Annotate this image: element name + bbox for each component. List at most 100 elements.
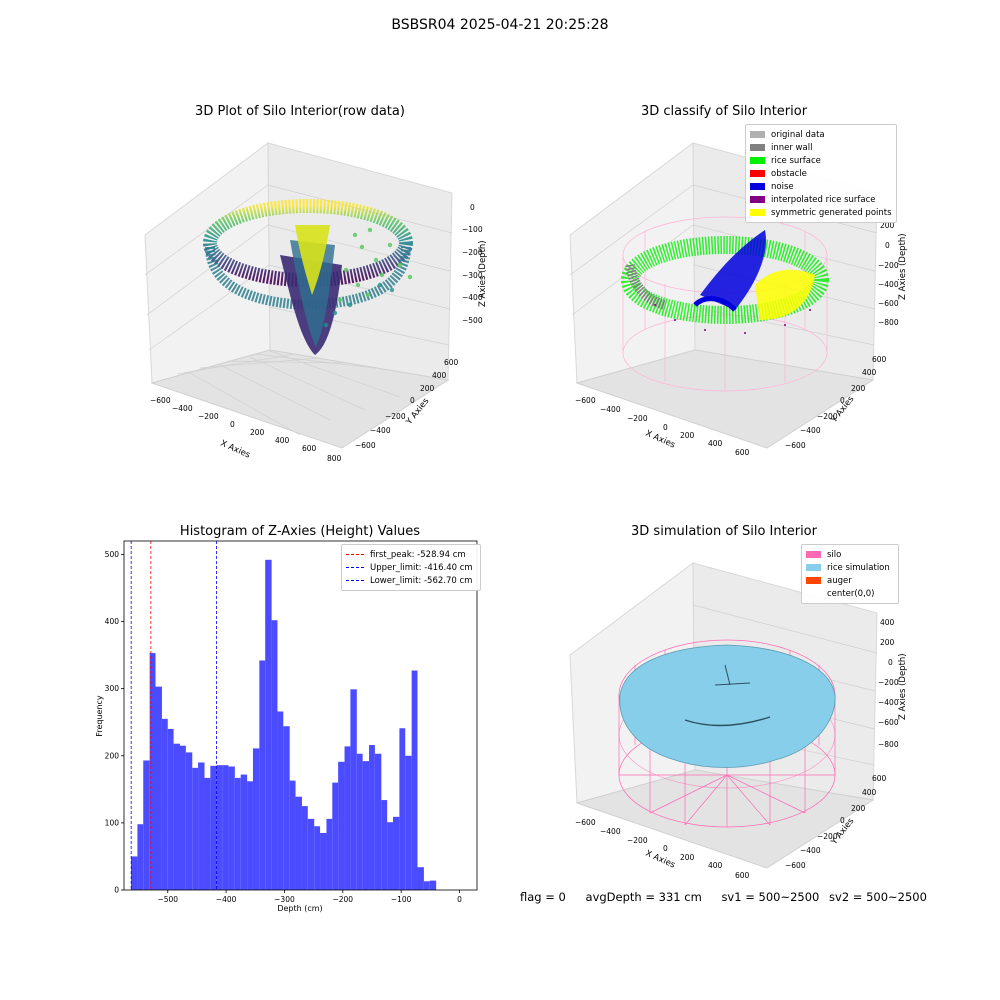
legend-swatch [806, 577, 821, 584]
x-tick: 200 [680, 431, 695, 440]
y-tick: −400 [370, 426, 391, 435]
z-tick: −100 [462, 225, 483, 234]
z-tick: −800 [878, 318, 899, 327]
z-tick: −600 [878, 718, 899, 727]
plot1-z-ticks: 0 −100 −200 −300 −400 −500 [462, 203, 483, 325]
plot1-y-ticks: −600 −400 −200 0 200 400 600 [355, 358, 459, 450]
legend-item: symmetric generated points [750, 206, 892, 219]
x-tick: 400 [708, 439, 723, 448]
histogram-bar [149, 653, 156, 890]
plot4-x-ticks: −600 −400 −200 0 200 400 600 [575, 818, 750, 880]
histogram-bar [369, 745, 375, 890]
x-tick: 0 [663, 844, 668, 853]
histogram-bar [320, 832, 327, 890]
y-tick-label: 100 [105, 818, 120, 827]
x-tick: −400 [600, 827, 621, 836]
z-tick: −200 [878, 261, 899, 270]
histogram-bar [167, 728, 174, 890]
histogram-bar [155, 686, 162, 890]
histogram-bars [131, 559, 437, 890]
y-tick-label: 400 [105, 617, 120, 626]
legend-line [346, 567, 364, 568]
histogram-legend: first_peak: -528.94 cm Upper_limit: -416… [341, 544, 481, 591]
x-tick-label: −300 [274, 895, 295, 904]
legend-swatch [806, 564, 821, 571]
x-tick: 600 [302, 444, 317, 453]
legend-swatch [750, 183, 765, 190]
plot2-point-cloud [621, 230, 829, 334]
y-tick: 600 [872, 355, 887, 364]
legend-label: auger [827, 575, 852, 586]
z-tick: −200 [462, 248, 483, 257]
y-tick: 400 [862, 368, 877, 377]
x-tick: 600 [735, 871, 750, 880]
legend-item: first_peak: -528.94 cm [346, 548, 474, 561]
histogram-bar [307, 818, 315, 890]
x-tick-label: −500 [157, 895, 178, 904]
histogram-bar [411, 670, 418, 890]
x-tick: −200 [627, 836, 648, 845]
z-tick: 200 [880, 221, 895, 230]
y-tick: −400 [800, 846, 821, 855]
z-tick: −400 [878, 280, 899, 289]
legend-label: original data [771, 129, 825, 140]
legend-swatch [750, 144, 765, 151]
y-tick: −600 [785, 441, 806, 450]
histogram-chart: −500 −400 −300 −200 −100 0 0 100 200 300 400 500 D… [95, 540, 478, 913]
plot1-zlabel: Z Axies (Depth) [478, 240, 488, 307]
sv1-text: sv1 = 500~2500 [721, 890, 820, 904]
histogram-bar [192, 767, 199, 890]
y-tick: 400 [862, 788, 877, 797]
legend-item: auger [806, 574, 892, 587]
y-tick: 0 [410, 396, 415, 405]
histogram-bar [387, 822, 393, 890]
y-tick-label: 300 [105, 684, 120, 693]
x-tick: −200 [198, 412, 219, 421]
plot4-xlabel: X Axies [644, 849, 677, 871]
histogram-bar [277, 711, 284, 890]
plot4-z-ticks: 400 200 0 −200 −400 −600 −800 [878, 618, 899, 749]
histogram-bar [210, 765, 217, 890]
sv2-text: sv2 = 500~2500 [829, 890, 927, 904]
plot-frame [123, 540, 478, 891]
histogram-bar [143, 760, 150, 890]
histogram-bar [423, 881, 430, 890]
y-tick-label: 200 [105, 751, 120, 760]
x-axis-ticks: −500 −400 −300 −200 −100 0 [157, 890, 462, 904]
histogram-bar [137, 824, 144, 890]
histogram-bar [405, 755, 412, 890]
histogram-bar [289, 780, 296, 890]
histogram-bar [362, 761, 370, 890]
histogram-bar [314, 826, 321, 890]
legend-label: symmetric generated points [771, 207, 892, 218]
figure-title: BSBSR04 2025-04-21 20:25:28 [391, 17, 609, 33]
legend-label: obstacle [771, 168, 807, 179]
x-tick: 600 [735, 448, 750, 457]
avg-depth-text: avgDepth = 331 cm [585, 890, 702, 904]
plot1-point-cloud [203, 199, 413, 355]
y-tick: 600 [444, 358, 459, 367]
y-axis-ticks: 0 100 200 300 400 500 [105, 550, 124, 895]
legend-item: Upper_limit: -416.40 cm [346, 561, 474, 574]
histogram-bar [399, 728, 406, 890]
plot2-x-ticks: −600 −400 −200 0 200 400 600 [575, 396, 750, 457]
legend-label: noise [771, 181, 794, 192]
z-tick: −200 [878, 678, 899, 687]
legend-label: center(0,0) [827, 588, 875, 599]
x-tick: −600 [150, 396, 171, 405]
histogram-bar [295, 796, 302, 890]
histogram-bar [326, 818, 333, 890]
plot4-3d-axes: −600 −400 −200 0 200 400 600 X Axies −60… [569, 562, 908, 880]
y-tick-label: 500 [105, 550, 120, 559]
y-tick: 200 [851, 804, 866, 813]
legend-label: Lower_limit: -562.70 cm [370, 575, 473, 586]
plot1-xlabel: X Axies [219, 439, 252, 461]
x-tick: −400 [600, 405, 621, 414]
histogram-bar [173, 743, 181, 890]
histogram-bar [180, 745, 186, 890]
x-tick: −200 [627, 414, 648, 423]
z-tick: 0 [470, 203, 475, 212]
plot1-3d-axes: −600 −400 −200 0 200 400 600 800 X Axies… [144, 142, 488, 463]
legend-item: inner wall [750, 141, 890, 154]
plot3-title: Histogram of Z-Axies (Height) Values [179, 524, 421, 539]
